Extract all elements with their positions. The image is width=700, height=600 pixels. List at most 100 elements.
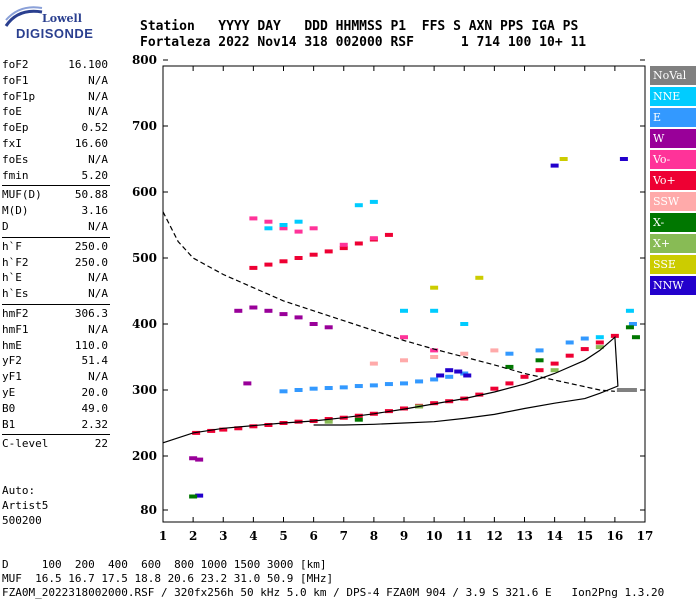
param-value: N/A (88, 89, 108, 103)
echo-point-nne (595, 335, 604, 340)
x-tick-label: 5 (279, 529, 287, 543)
param-value: 49.0 (81, 401, 109, 415)
footer-file-info: FZA0M_2022318002000.RSF / 320fx256h 50 k… (2, 586, 665, 599)
param-value: N/A (88, 73, 108, 87)
y-tick-label: 400 (132, 317, 157, 331)
param-row-2: foF1p N/A (2, 90, 108, 106)
echo-point-x (324, 419, 333, 424)
param-label: h`Es (2, 287, 29, 301)
echo-point-vo (279, 259, 288, 264)
param-separator (2, 304, 110, 305)
echo-point-nne (625, 308, 634, 313)
echo-point-vo (490, 386, 499, 391)
param-label: MUF(D) (2, 188, 42, 202)
echo-point-nnw (436, 373, 445, 378)
param-row-21: B0 49.0 (2, 402, 108, 418)
echo-point-e (580, 336, 589, 341)
param-value: N/A (88, 370, 108, 384)
echo-point-ssw (490, 348, 499, 353)
header-line2: Fortaleza 2022 Nov14 318 002000 RSF 1 71… (140, 35, 587, 50)
echo-point-vo (520, 374, 529, 379)
param-row-6: foEs N/A (2, 153, 108, 169)
param-row-13: h`E N/A (2, 271, 108, 287)
echo-point-vo (309, 226, 318, 231)
echo-point-vo (207, 428, 216, 433)
param-label: foF1 (2, 73, 29, 87)
param-row-1: foF1 N/A (2, 74, 108, 90)
param-value: 51.4 (81, 354, 109, 368)
echo-point-e (400, 381, 408, 386)
param-row-8: MUF(D) 50.88 (2, 188, 108, 204)
digisonde-logo: Lowell DIGISONDE (4, 6, 99, 46)
y-tick-label: 500 (132, 251, 157, 265)
auto-line: 500200 (2, 514, 42, 527)
echo-point-vo (369, 236, 378, 241)
param-label: h`F2 (2, 255, 29, 269)
echo-point-w (309, 322, 318, 326)
echo-point-x (625, 325, 634, 330)
param-row-22: B1 2.32 (2, 418, 108, 434)
param-row-9: M(D) 3.16 (2, 204, 108, 220)
y-tick-label: 300 (132, 383, 157, 397)
echo-point-e (430, 377, 439, 382)
echo-point-e (415, 379, 424, 384)
echo-point-vo (294, 256, 303, 260)
param-value: 306.3 (74, 307, 108, 320)
echo-point-x (595, 345, 604, 350)
legend-entry-sse: SSE (650, 255, 696, 274)
legend-entry-nne: NNE (650, 87, 696, 106)
x-tick-label: 15 (576, 529, 593, 543)
echo-point-nnw (619, 157, 628, 161)
x-tick-label: 6 (309, 529, 317, 543)
x-tick-label: 8 (370, 529, 378, 543)
echo-point-nne (369, 199, 378, 204)
param-value: N/A (88, 152, 108, 166)
legend-entry-noval: NoVal (650, 66, 696, 85)
echo-point-ssw (430, 355, 439, 359)
param-label: foEs (2, 152, 29, 166)
echo-point-vo (610, 333, 619, 338)
header-line1: Station YYYY DAY DDD HHMMSS P1 FFS S AXN… (140, 19, 579, 34)
echo-point-ssw (369, 361, 378, 366)
param-label: C-level (2, 437, 49, 451)
echo-point-x (535, 358, 544, 363)
echo-point-nne (400, 308, 408, 313)
legend-entry-nnw: NNW (650, 276, 696, 295)
y-tick-label: 700 (132, 119, 157, 133)
param-row-20: yE 20.0 (2, 386, 108, 402)
x-tick-label: 13 (516, 529, 533, 543)
param-row-18: yF2 51.4 (2, 354, 108, 370)
echo-point-noval (616, 388, 625, 392)
station-header: Station YYYY DAY DDD HHMMSS P1 FFS S AXN… (140, 19, 586, 51)
echo-point-e (324, 386, 333, 391)
echo-point-vo (339, 246, 348, 251)
echo-point-vo (264, 219, 273, 224)
auto-line: Auto: (2, 484, 36, 497)
legend-entry-e: E (650, 108, 696, 127)
echo-point-vo (535, 368, 544, 373)
y-tick-label: 600 (132, 185, 157, 199)
echo-point-vo (279, 226, 288, 231)
footer-distance: D 100 200 400 600 800 1000 1500 3000 [km… (2, 558, 327, 571)
param-row-10: D N/A (2, 220, 108, 236)
param-label: foE (2, 105, 22, 119)
param-value: 3.16 (81, 204, 109, 218)
param-label: B1 (2, 417, 16, 431)
echo-point-w (294, 315, 303, 320)
echo-point-w (189, 456, 198, 461)
footer-muf: MUF 16.5 16.7 17.5 18.8 20.6 23.2 31.0 5… (2, 572, 334, 585)
param-label: h`F (2, 239, 22, 253)
param-label: D (2, 220, 9, 233)
echo-point-nnw (195, 493, 204, 498)
param-row-4: foEp 0.52 (2, 121, 108, 137)
echo-point-w (264, 308, 273, 313)
param-label: yF1 (2, 370, 22, 384)
param-label: B0 (2, 401, 16, 415)
param-row-3: foE N/A (2, 105, 108, 121)
echo-point-nnw (463, 373, 472, 378)
echo-point-e (294, 388, 303, 392)
echo-point-vo (339, 242, 348, 247)
logo-swoosh-icon (4, 6, 43, 27)
param-value: 22 (94, 437, 108, 451)
